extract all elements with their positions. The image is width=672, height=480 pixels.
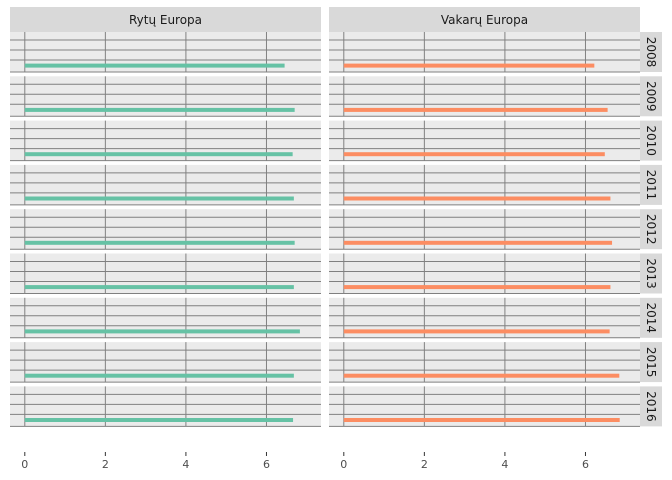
panel-1-2: [329, 120, 640, 162]
bar-1-2013: [343, 285, 611, 290]
panel-0-2: [10, 120, 321, 162]
row-strip-1: [640, 76, 662, 117]
panel-0-7: [10, 342, 321, 383]
bar-0-2008: [24, 63, 285, 68]
panel-1-6: [329, 297, 640, 339]
row-strip-label: 2009: [644, 81, 658, 112]
column-strip-label: Vakarų Europa: [441, 13, 528, 27]
row-strip-label: 2012: [644, 214, 658, 245]
bar-0-2010: [24, 152, 293, 157]
bar-0-2016: [24, 418, 294, 422]
panel-1-1: [329, 76, 640, 117]
bar-1-2014: [343, 329, 610, 334]
column-strip-label: Rytų Europa: [129, 13, 202, 27]
row-strip-7: [640, 342, 662, 383]
column-strip-0: [10, 7, 321, 32]
panel-1-7: [329, 342, 640, 383]
bar-1-2009: [343, 107, 608, 112]
bar-0-2009: [24, 107, 295, 112]
row-strip-0: [640, 32, 662, 72]
x-tick-label: 2: [102, 458, 109, 471]
bar-0-2015: [24, 373, 294, 378]
column-strip-1: [329, 7, 640, 32]
row-strip-label: 2008: [644, 37, 658, 68]
bar-1-2012: [343, 240, 613, 245]
row-strip-label: 2015: [644, 347, 658, 378]
bar-0-2012: [24, 240, 295, 245]
panel-0-6: [10, 297, 321, 339]
row-strip-4: [640, 209, 662, 250]
bar-1-2011: [343, 196, 611, 201]
panel-0-8: [10, 386, 321, 427]
x-tick-label: 6: [582, 458, 589, 471]
row-strip-label: 2011: [644, 170, 658, 201]
x-tick-label: 4: [501, 458, 508, 471]
bar-1-2016: [343, 418, 620, 422]
row-strip-8: [640, 386, 662, 427]
row-strip-3: [640, 164, 662, 205]
x-tick-label: 6: [263, 458, 270, 471]
x-tick-label: 0: [340, 458, 347, 471]
panel-1-4: [329, 209, 640, 250]
bar-1-2015: [343, 373, 620, 378]
panel-1-5: [329, 253, 640, 294]
panel-0-0: [10, 32, 321, 73]
row-strip-label: 2016: [644, 391, 658, 422]
row-strip-2: [640, 120, 662, 161]
bar-0-2013: [24, 285, 294, 290]
row-strip-label: 2013: [644, 258, 658, 289]
panel-0-4: [10, 209, 321, 250]
bar-1-2008: [343, 63, 595, 68]
panel-0-3: [10, 164, 321, 206]
row-strip-label: 2010: [644, 125, 658, 156]
bar-0-2011: [24, 196, 294, 201]
x-tick-label: 2: [421, 458, 428, 471]
bar-0-2014: [24, 329, 300, 334]
bar-1-2010: [343, 152, 605, 157]
panel-0-1: [10, 76, 321, 117]
panel-1-3: [329, 164, 640, 206]
x-tick-label: 0: [21, 458, 28, 471]
row-strip-label: 2014: [644, 303, 658, 334]
panel-0-5: [10, 253, 321, 294]
panel-1-8: [329, 386, 640, 427]
row-strip-6: [640, 297, 662, 338]
panel-1-0: [329, 32, 640, 73]
x-tick-label: 4: [182, 458, 189, 471]
row-strip-5: [640, 253, 662, 294]
